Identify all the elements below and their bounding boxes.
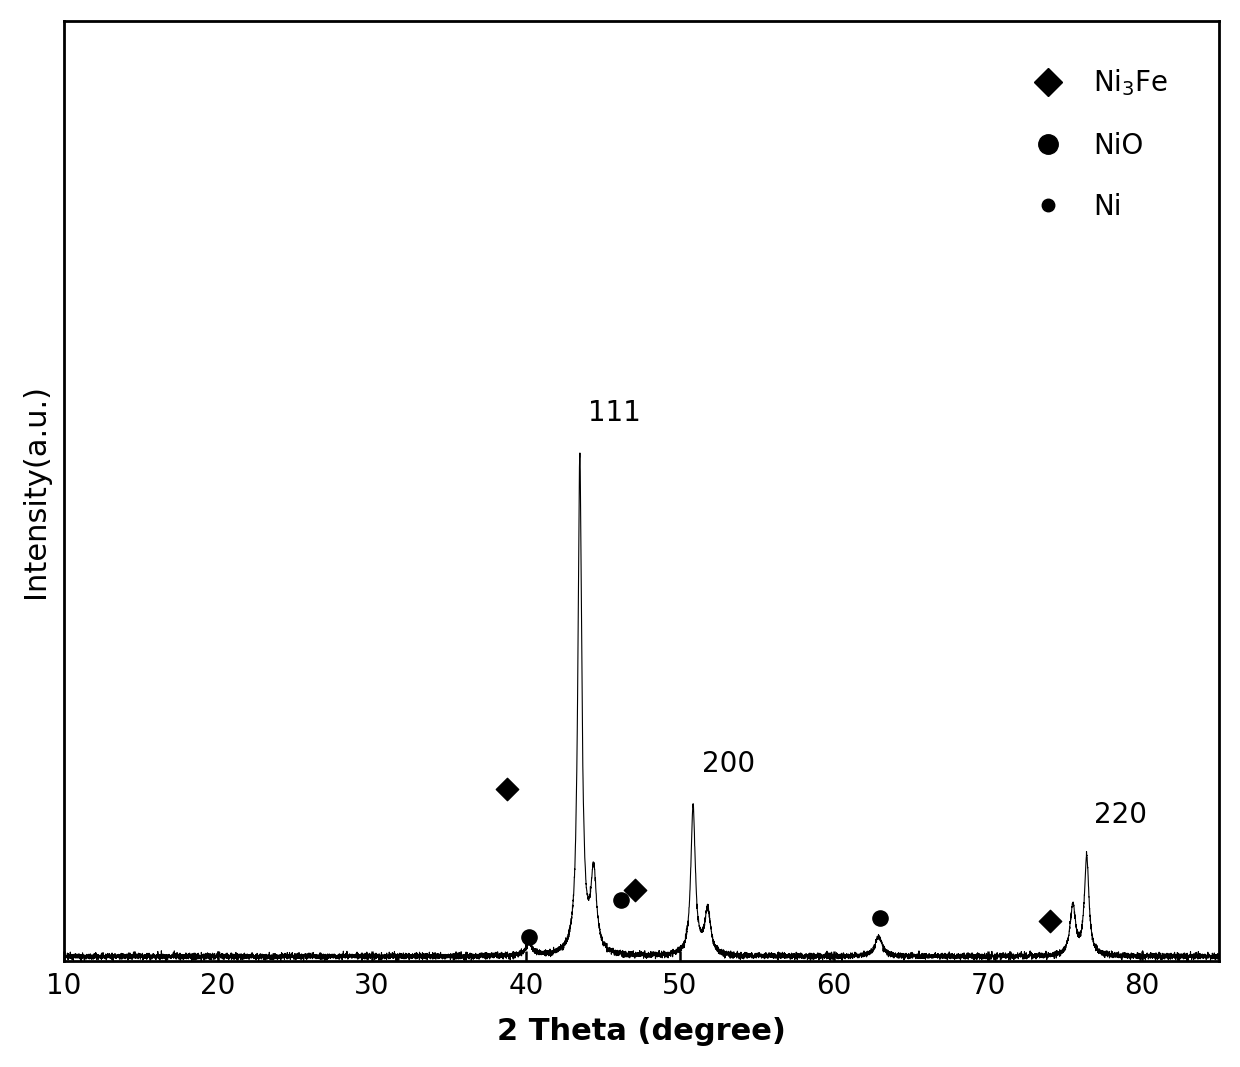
Y-axis label: Intensity(a.u.): Intensity(a.u.) <box>21 384 50 599</box>
Point <box>870 910 890 927</box>
Text: 220: 220 <box>1095 800 1147 829</box>
Legend: Ni$_3$Fe, NiO, Ni: Ni$_3$Fe, NiO, Ni <box>1007 53 1182 235</box>
Text: 111: 111 <box>588 399 640 427</box>
Point <box>625 881 645 898</box>
Point <box>1040 912 1060 929</box>
Point <box>611 892 631 909</box>
Point <box>497 780 517 797</box>
X-axis label: 2 Theta (degree): 2 Theta (degree) <box>497 1017 786 1046</box>
Text: 200: 200 <box>702 750 755 779</box>
Point <box>520 928 539 945</box>
